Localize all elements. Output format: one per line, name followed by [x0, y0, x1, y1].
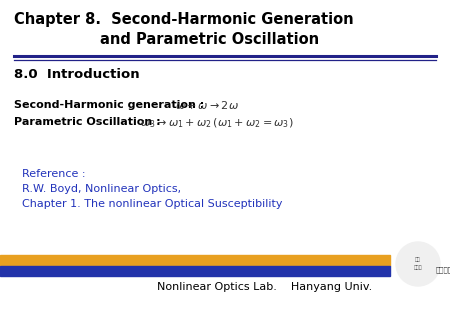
Circle shape: [396, 242, 440, 286]
Text: $\omega+\omega \rightarrow 2\omega$: $\omega+\omega \rightarrow 2\omega$: [175, 99, 239, 111]
Text: Reference :: Reference :: [22, 169, 86, 179]
Text: R.W. Boyd, Nonlinear Optics,: R.W. Boyd, Nonlinear Optics,: [22, 184, 181, 194]
Text: 한양대학교: 한양대학교: [436, 267, 450, 273]
Text: Second-Harmonic generation :: Second-Harmonic generation :: [14, 100, 212, 110]
Text: Chapter 1. The nonlinear Optical Susceptibility: Chapter 1. The nonlinear Optical Suscept…: [22, 199, 283, 209]
Text: 한양: 한양: [415, 256, 421, 261]
Text: $\omega_3 \rightarrow \omega_1+\omega_2\,(\omega_1+\omega_2=\omega_3)$: $\omega_3 \rightarrow \omega_1+\omega_2\…: [140, 116, 294, 129]
Text: Nonlinear Optics Lab.    Hanyang Univ.: Nonlinear Optics Lab. Hanyang Univ.: [158, 282, 373, 292]
Text: and Parametric Oscillation: and Parametric Oscillation: [100, 32, 319, 47]
Bar: [0, 266, 390, 276]
Bar: [0, 255, 390, 266]
Text: Parametric Oscillation :: Parametric Oscillation :: [14, 117, 168, 127]
Text: 8.0  Introduction: 8.0 Introduction: [14, 68, 140, 81]
Text: 대학교: 대학교: [414, 265, 422, 270]
Text: Chapter 8.  Second-Harmonic Generation: Chapter 8. Second-Harmonic Generation: [14, 12, 354, 27]
